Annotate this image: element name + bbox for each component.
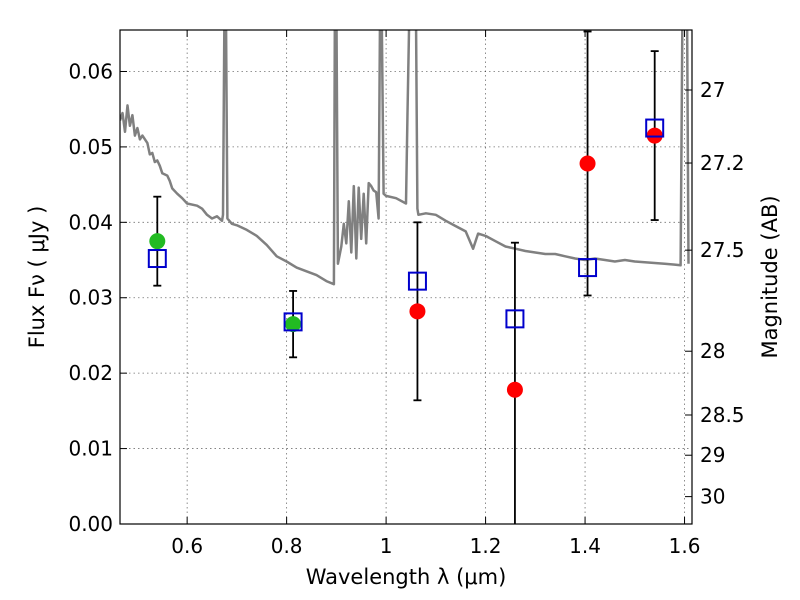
y-tick-label: 0.04 <box>68 210 113 234</box>
observed-nir-point <box>579 155 596 172</box>
y-axis-label: Flux Fν ( μJy ) <box>25 206 49 349</box>
magnitude-tick-label: 30 <box>700 485 725 509</box>
model-band-square <box>578 258 598 278</box>
plot-frame <box>119 29 693 525</box>
observed-nir-point <box>409 303 426 320</box>
magnitude-tick-label: 27 <box>700 78 725 102</box>
observed-nir-point <box>506 381 523 398</box>
y-tick-label: 0.05 <box>68 135 113 159</box>
y-tick-label: 0.06 <box>68 59 113 83</box>
magnitude-axis-label: Magnitude (AB) <box>758 195 782 358</box>
data-points-layer <box>147 118 665 398</box>
magnitude-tick-label: 27.5 <box>700 238 745 262</box>
magnitude-tick-label: 28 <box>700 339 725 363</box>
y-tick-label: 0.02 <box>68 361 113 385</box>
x-tick-label: 0.6 <box>171 534 203 558</box>
x-tick-label: 1.4 <box>569 534 601 558</box>
model-spectrum-layer <box>120 30 690 286</box>
model-band-square <box>407 271 427 291</box>
x-tick-label: 1.6 <box>669 534 701 558</box>
axis-ticks <box>120 30 692 525</box>
x-axis-label: Wavelength λ (μm) <box>306 565 507 589</box>
model-band-square <box>645 118 665 138</box>
y-tick-label: 0.01 <box>68 437 113 461</box>
model-spectrum-line <box>120 30 690 286</box>
x-tick-label: 1.2 <box>470 534 502 558</box>
tick-labels: 0.6 0.8 1 1.2 1.4 1.6 0.00 0.01 0.02 0.03 0.04 0.05… <box>68 59 744 558</box>
observed-optical-point <box>285 316 302 333</box>
model-band-square <box>505 309 525 329</box>
model-band-square <box>283 312 303 332</box>
observed-optical-point <box>149 233 166 250</box>
model-band-square <box>147 249 167 269</box>
y-tick-label: 0.00 <box>68 512 113 536</box>
magnitude-tick-label: 27.2 <box>700 151 745 175</box>
y-tick-label: 0.03 <box>68 286 113 310</box>
x-tick-label: 0.8 <box>271 534 303 558</box>
magnitude-tick-label: 28.5 <box>700 403 745 427</box>
magnitude-tick-label: 29 <box>700 443 725 467</box>
x-tick-label: 1 <box>380 534 393 558</box>
